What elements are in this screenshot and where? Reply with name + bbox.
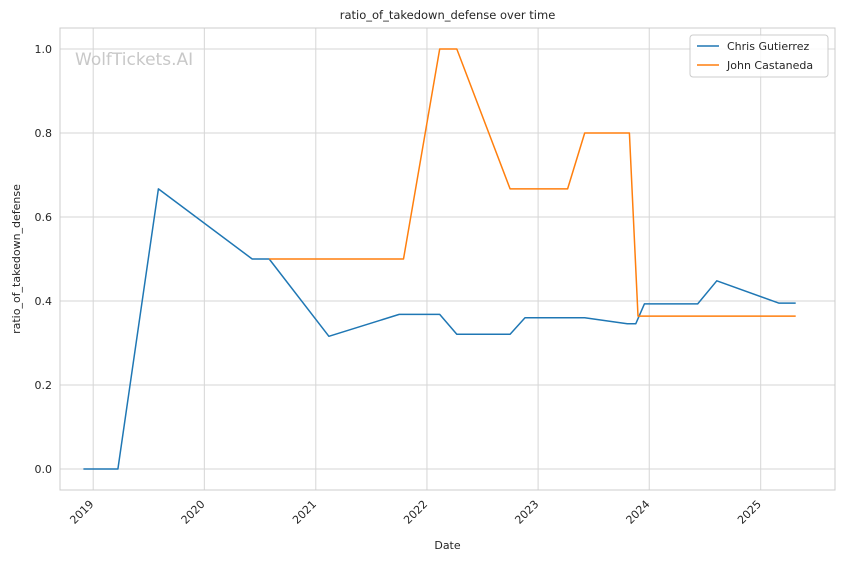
x-axis-title: Date [434,539,461,552]
legend-label: Chris Gutierrez [727,40,809,53]
grid [60,28,835,490]
y-tick-label: 0.2 [35,379,53,392]
series-layer [83,48,796,470]
x-tick-label: 2023 [512,498,541,527]
x-tick-label: 2022 [401,498,430,527]
watermark-text: WolfTickets.AI [75,50,193,70]
plot-frame [59,27,836,491]
chart-title: ratio_of_takedown_defense over time [340,8,556,22]
y-axis-title: ratio_of_takedown_defense [10,184,23,334]
series-line-1 [83,188,796,470]
x-tick-label: 2021 [290,498,319,527]
x-tick-label: 2025 [735,498,764,527]
y-axis-ticks: 0.0 0.2 0.4 0.6 0.8 1.0 [35,43,53,476]
legend-label: John Castaneda [726,59,813,72]
x-tick-label: 2020 [179,498,208,527]
y-tick-label: 0.8 [35,127,53,140]
x-axis-ticks: 2019 2020 2021 2022 2023 2024 2025 [67,498,763,527]
x-tick-label: 2024 [624,498,653,527]
x-tick-label: 2019 [67,498,96,527]
series-line-2 [269,48,796,317]
y-tick-label: 1.0 [35,43,53,56]
legend: Chris Gutierrez John Castaneda [689,34,829,78]
y-tick-label: 0.6 [35,211,53,224]
y-tick-label: 0.0 [35,463,53,476]
legend-box [689,34,829,78]
y-tick-label: 0.4 [35,295,53,308]
